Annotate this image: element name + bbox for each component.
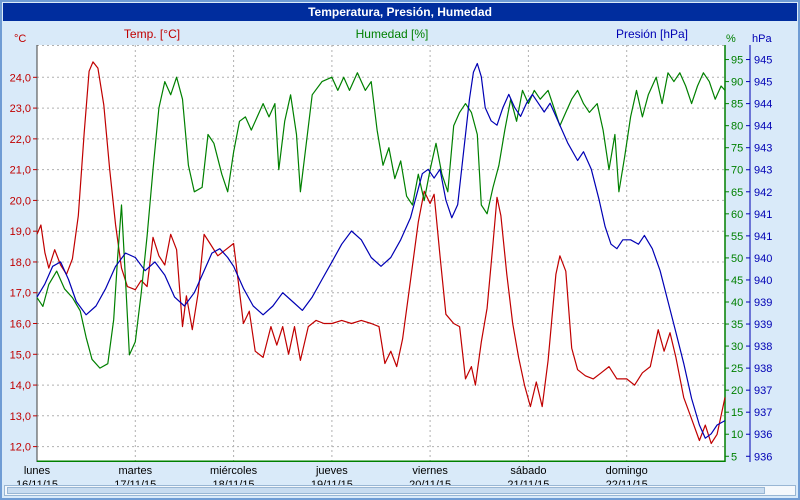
svg-text:24,0: 24,0	[10, 72, 31, 84]
horizontal-scrollbar[interactable]	[4, 485, 796, 496]
x-axis-day-name: jueves	[315, 465, 348, 477]
svg-text:943: 943	[754, 165, 772, 177]
svg-text:14,0: 14,0	[10, 380, 31, 392]
svg-text:15,0: 15,0	[10, 349, 31, 361]
legend-humidity: Humedad [%]	[355, 27, 429, 41]
x-axis-day-name: miércoles	[210, 465, 258, 477]
svg-text:75: 75	[731, 143, 743, 155]
svg-text:22,0: 22,0	[10, 134, 31, 146]
svg-text:941: 941	[754, 209, 772, 221]
svg-text:19,0: 19,0	[10, 226, 31, 238]
svg-text:938: 938	[754, 363, 772, 375]
svg-text:21,0: 21,0	[10, 165, 31, 177]
svg-text:60: 60	[731, 209, 743, 221]
svg-text:5: 5	[731, 451, 737, 462]
svg-text:95: 95	[731, 55, 743, 67]
legend-pressure: Presión [hPa]	[615, 27, 689, 41]
svg-text:45: 45	[731, 275, 743, 287]
svg-text:939: 939	[754, 319, 772, 331]
scrollbar-thumb[interactable]	[7, 487, 766, 494]
chart-svg[interactable]: 24,0 23,0 22,0 21,0 20,0 19,0 18,0 17,0 16,0 15,0…	[2, 45, 798, 462]
series-line	[36, 61, 726, 445]
svg-text:90: 90	[731, 77, 743, 89]
svg-text:943: 943	[754, 143, 772, 155]
svg-text:10: 10	[731, 429, 743, 441]
svg-text:944: 944	[754, 99, 772, 111]
svg-text:25: 25	[731, 363, 743, 375]
svg-text:944: 944	[754, 121, 772, 133]
x-axis-day-name: lunes	[23, 465, 51, 477]
svg-text:20,0: 20,0	[10, 195, 31, 207]
svg-text:80: 80	[731, 121, 743, 133]
temp-axis-labels: 24,0 23,0 22,0 21,0 20,0 19,0 18,0 17,0 16,0 15,0…	[10, 72, 37, 454]
svg-text:938: 938	[754, 341, 772, 353]
svg-text:13,0: 13,0	[10, 411, 31, 423]
svg-text:30: 30	[731, 341, 743, 353]
svg-text:15: 15	[731, 407, 743, 419]
svg-text:936: 936	[754, 429, 772, 441]
humidity-axis-labels: 95 90 85 80 75 70 65 60 55 50 45 40 35 30 25 20 15 10 5	[725, 55, 743, 462]
svg-text:23,0: 23,0	[10, 103, 31, 115]
svg-text:942: 942	[754, 187, 772, 199]
x-axis-day-name: sábado	[510, 465, 547, 477]
svg-text:65: 65	[731, 187, 743, 199]
x-axis-day-name: martes	[118, 465, 153, 477]
svg-text:12,0: 12,0	[10, 442, 31, 454]
svg-text:936: 936	[754, 451, 772, 462]
svg-text:937: 937	[754, 407, 772, 419]
svg-text:55: 55	[731, 231, 743, 243]
pressure-axis-unit: hPa	[752, 33, 772, 45]
svg-text:40: 40	[731, 297, 743, 309]
svg-text:20: 20	[731, 385, 743, 397]
pressure-axis-labels: 945 945 944 944 943 943 942 941 941 940 940 939 939 9…	[746, 55, 772, 462]
svg-text:940: 940	[754, 253, 772, 265]
humidity-axis-unit: %	[726, 33, 736, 45]
legend-temperature: Temp. [°C]	[123, 27, 181, 41]
svg-text:50: 50	[731, 253, 743, 265]
svg-text:17,0: 17,0	[10, 288, 31, 300]
svg-text:945: 945	[754, 55, 772, 67]
svg-text:85: 85	[731, 99, 743, 111]
temp-axis-unit: °C	[14, 33, 27, 45]
svg-text:940: 940	[754, 275, 772, 287]
svg-text:70: 70	[731, 165, 743, 177]
chart-title: Temperatura, Presión, Humedad	[308, 5, 492, 19]
svg-text:941: 941	[754, 231, 772, 243]
title-bar: Temperatura, Presión, Humedad	[3, 3, 797, 21]
svg-text:937: 937	[754, 385, 772, 397]
x-axis-day-name: domingo	[605, 465, 648, 477]
svg-text:35: 35	[731, 319, 743, 331]
x-axis-day-name: viernes	[412, 465, 448, 477]
svg-text:16,0: 16,0	[10, 319, 31, 331]
svg-text:945: 945	[754, 77, 772, 89]
series-line	[36, 72, 726, 369]
svg-text:939: 939	[754, 297, 772, 309]
data-series	[36, 61, 726, 445]
series-line	[36, 62, 726, 439]
svg-text:18,0: 18,0	[10, 257, 31, 269]
